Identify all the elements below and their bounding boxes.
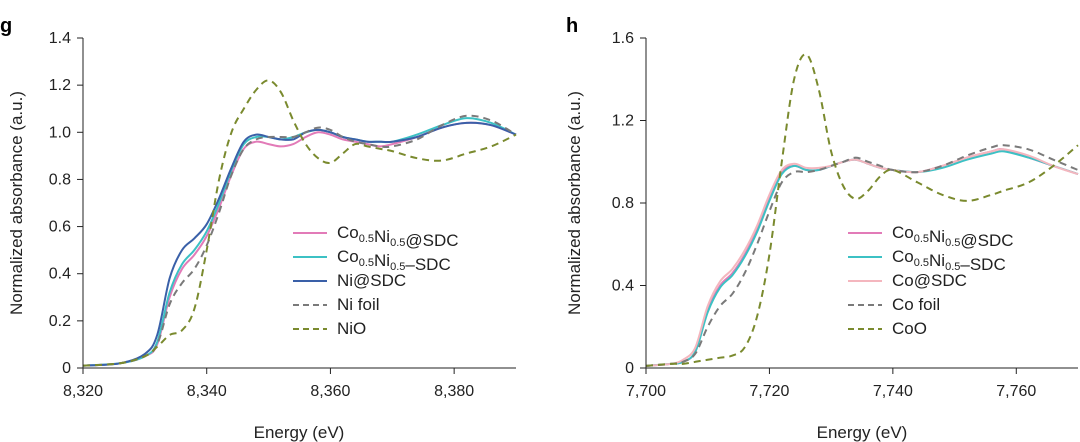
x-axis-label-h: Energy (eV) (817, 423, 908, 442)
y-tick-label: 0 (62, 360, 71, 377)
y-tick-label: 1.2 (49, 77, 71, 94)
y-tick-label: 0.6 (49, 219, 71, 236)
x-tick-label: 8,320 (63, 383, 103, 400)
series-line-h-1 (645, 150, 1079, 367)
legend-label: CoO (892, 319, 927, 338)
series-line-g-3 (82, 114, 517, 367)
y-tick-label: 0.8 (49, 171, 71, 188)
chart-panel-h: 0 0.4 0.8 1.2 1.6 7,700 7,720 7,740 7,760 Normal… (565, 30, 1079, 442)
x-tick-label: 8,360 (310, 383, 350, 400)
x-tick-label: 8,340 (187, 383, 227, 400)
y-tick-label: 1.4 (49, 30, 71, 47)
y-tick-label: 0.8 (612, 195, 634, 212)
legend-label: Ni@SDC (337, 271, 406, 290)
series-line-h-3 (645, 144, 1079, 367)
y-tick-label: 0 (625, 360, 634, 377)
legend-label: Co0.5Ni0.5@SDC (337, 223, 459, 250)
y-tick-label: 0.4 (49, 266, 71, 283)
series-line-h-4 (645, 53, 1079, 367)
x-tick-label: 7,700 (626, 383, 666, 400)
y-tick-label: 1.2 (612, 113, 634, 130)
legend-label: Co0.5Ni0.5–SDC (892, 247, 1006, 274)
y-tick-label: 0.4 (612, 278, 634, 295)
series-line-g-4 (82, 79, 517, 367)
y-tick-label: 1.6 (612, 30, 634, 47)
y-axis-label-h: Normalized absorbance (a.u.) (565, 91, 584, 315)
legend-label: Ni foil (337, 295, 380, 314)
x-axis-label-g: Energy (eV) (254, 423, 345, 442)
x-tick-label: 7,760 (996, 383, 1036, 400)
legend-label: Co0.5Ni0.5@SDC (892, 223, 1014, 250)
x-tick-label: 8,380 (434, 383, 474, 400)
panel-letter-h: h (566, 15, 578, 37)
chart-panel-g: 0 0.2 0.4 0.6 0.8 1.0 1.2 1.4 8,320 8,340 8,360 8,3… (7, 30, 517, 442)
y-axis-label-g: Normalized absorbance (a.u.) (7, 91, 26, 315)
x-tick-label: 7,740 (873, 383, 913, 400)
y-tick-label: 0.2 (49, 313, 71, 330)
series-line-g-1 (82, 117, 517, 367)
series-line-g-2 (82, 121, 517, 367)
legend-label: Co foil (892, 295, 940, 314)
legend-label: NiO (337, 319, 366, 338)
panel-letter-g: g (0, 15, 12, 37)
legend-label: Co@SDC (892, 271, 967, 290)
legend-label: Co0.5Ni0.5–SDC (337, 247, 451, 274)
x-tick-label: 7,720 (749, 383, 789, 400)
y-tick-label: 1.0 (49, 124, 71, 141)
